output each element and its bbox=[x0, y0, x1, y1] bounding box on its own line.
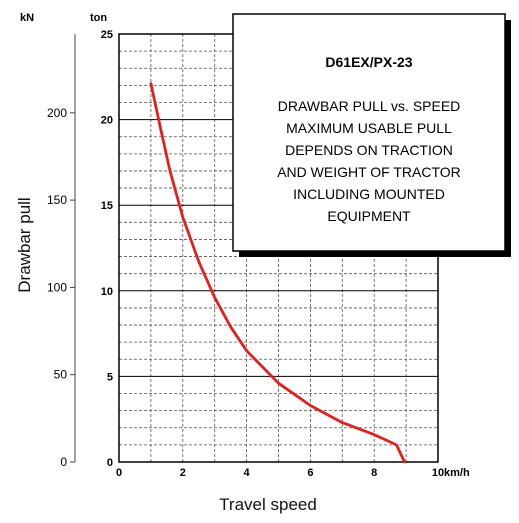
y-tick-label-ton: 0 bbox=[107, 457, 113, 469]
series-line-drawbar-pull bbox=[149, 82, 406, 464]
annotation-line: DEPENDS ON TRACTION bbox=[285, 142, 453, 158]
annotation-line: MAXIMUM USABLE PULL bbox=[286, 120, 452, 136]
y-tick-label-kn: 0 bbox=[60, 455, 67, 469]
y-tick-label-ton: 20 bbox=[101, 115, 113, 127]
y-tick-label-kn: 150 bbox=[47, 193, 67, 207]
series-layer bbox=[149, 82, 406, 464]
annotation-title: D61EX/PX-23 bbox=[325, 54, 412, 70]
annotation-line: AND WEIGHT OF TRACTOR bbox=[277, 164, 461, 180]
annotation-line: DRAWBAR PULL vs. SPEED bbox=[278, 98, 461, 114]
y-tick-label-ton: 5 bbox=[107, 371, 113, 383]
y-tick-label-kn: 200 bbox=[47, 106, 67, 120]
x-axis-title: Travel speed bbox=[219, 495, 317, 514]
y-tick-label-ton: 10 bbox=[101, 286, 113, 298]
x-tick-label: 0 bbox=[116, 467, 122, 479]
y-tick-label-kn: 50 bbox=[54, 368, 68, 382]
annotation-line: INCLUDING MOUNTED bbox=[293, 186, 445, 202]
x-tick-label: 10 bbox=[432, 467, 444, 479]
annotation-panel bbox=[232, 13, 506, 252]
y-tick-label-ton: 25 bbox=[101, 29, 113, 41]
y-tick-label-kn: 100 bbox=[47, 280, 67, 294]
annotation-box: D61EX/PX-23 DRAWBAR PULL vs. SPEED MAXIM… bbox=[232, 13, 511, 257]
y-tick-label-ton: 15 bbox=[101, 200, 113, 212]
y-unit-left-label: kN bbox=[20, 12, 34, 24]
x-unit-label: km/h bbox=[444, 467, 470, 479]
y-unit-right-label: ton bbox=[90, 12, 107, 24]
x-tick-label: 2 bbox=[180, 467, 186, 479]
x-tick-label: 4 bbox=[244, 467, 251, 479]
annotation-line: EQUIPMENT bbox=[327, 208, 411, 224]
x-tick-label: 8 bbox=[371, 467, 377, 479]
y-axis-title: Drawbar pull bbox=[15, 197, 34, 292]
x-tick-label: 6 bbox=[307, 467, 313, 479]
